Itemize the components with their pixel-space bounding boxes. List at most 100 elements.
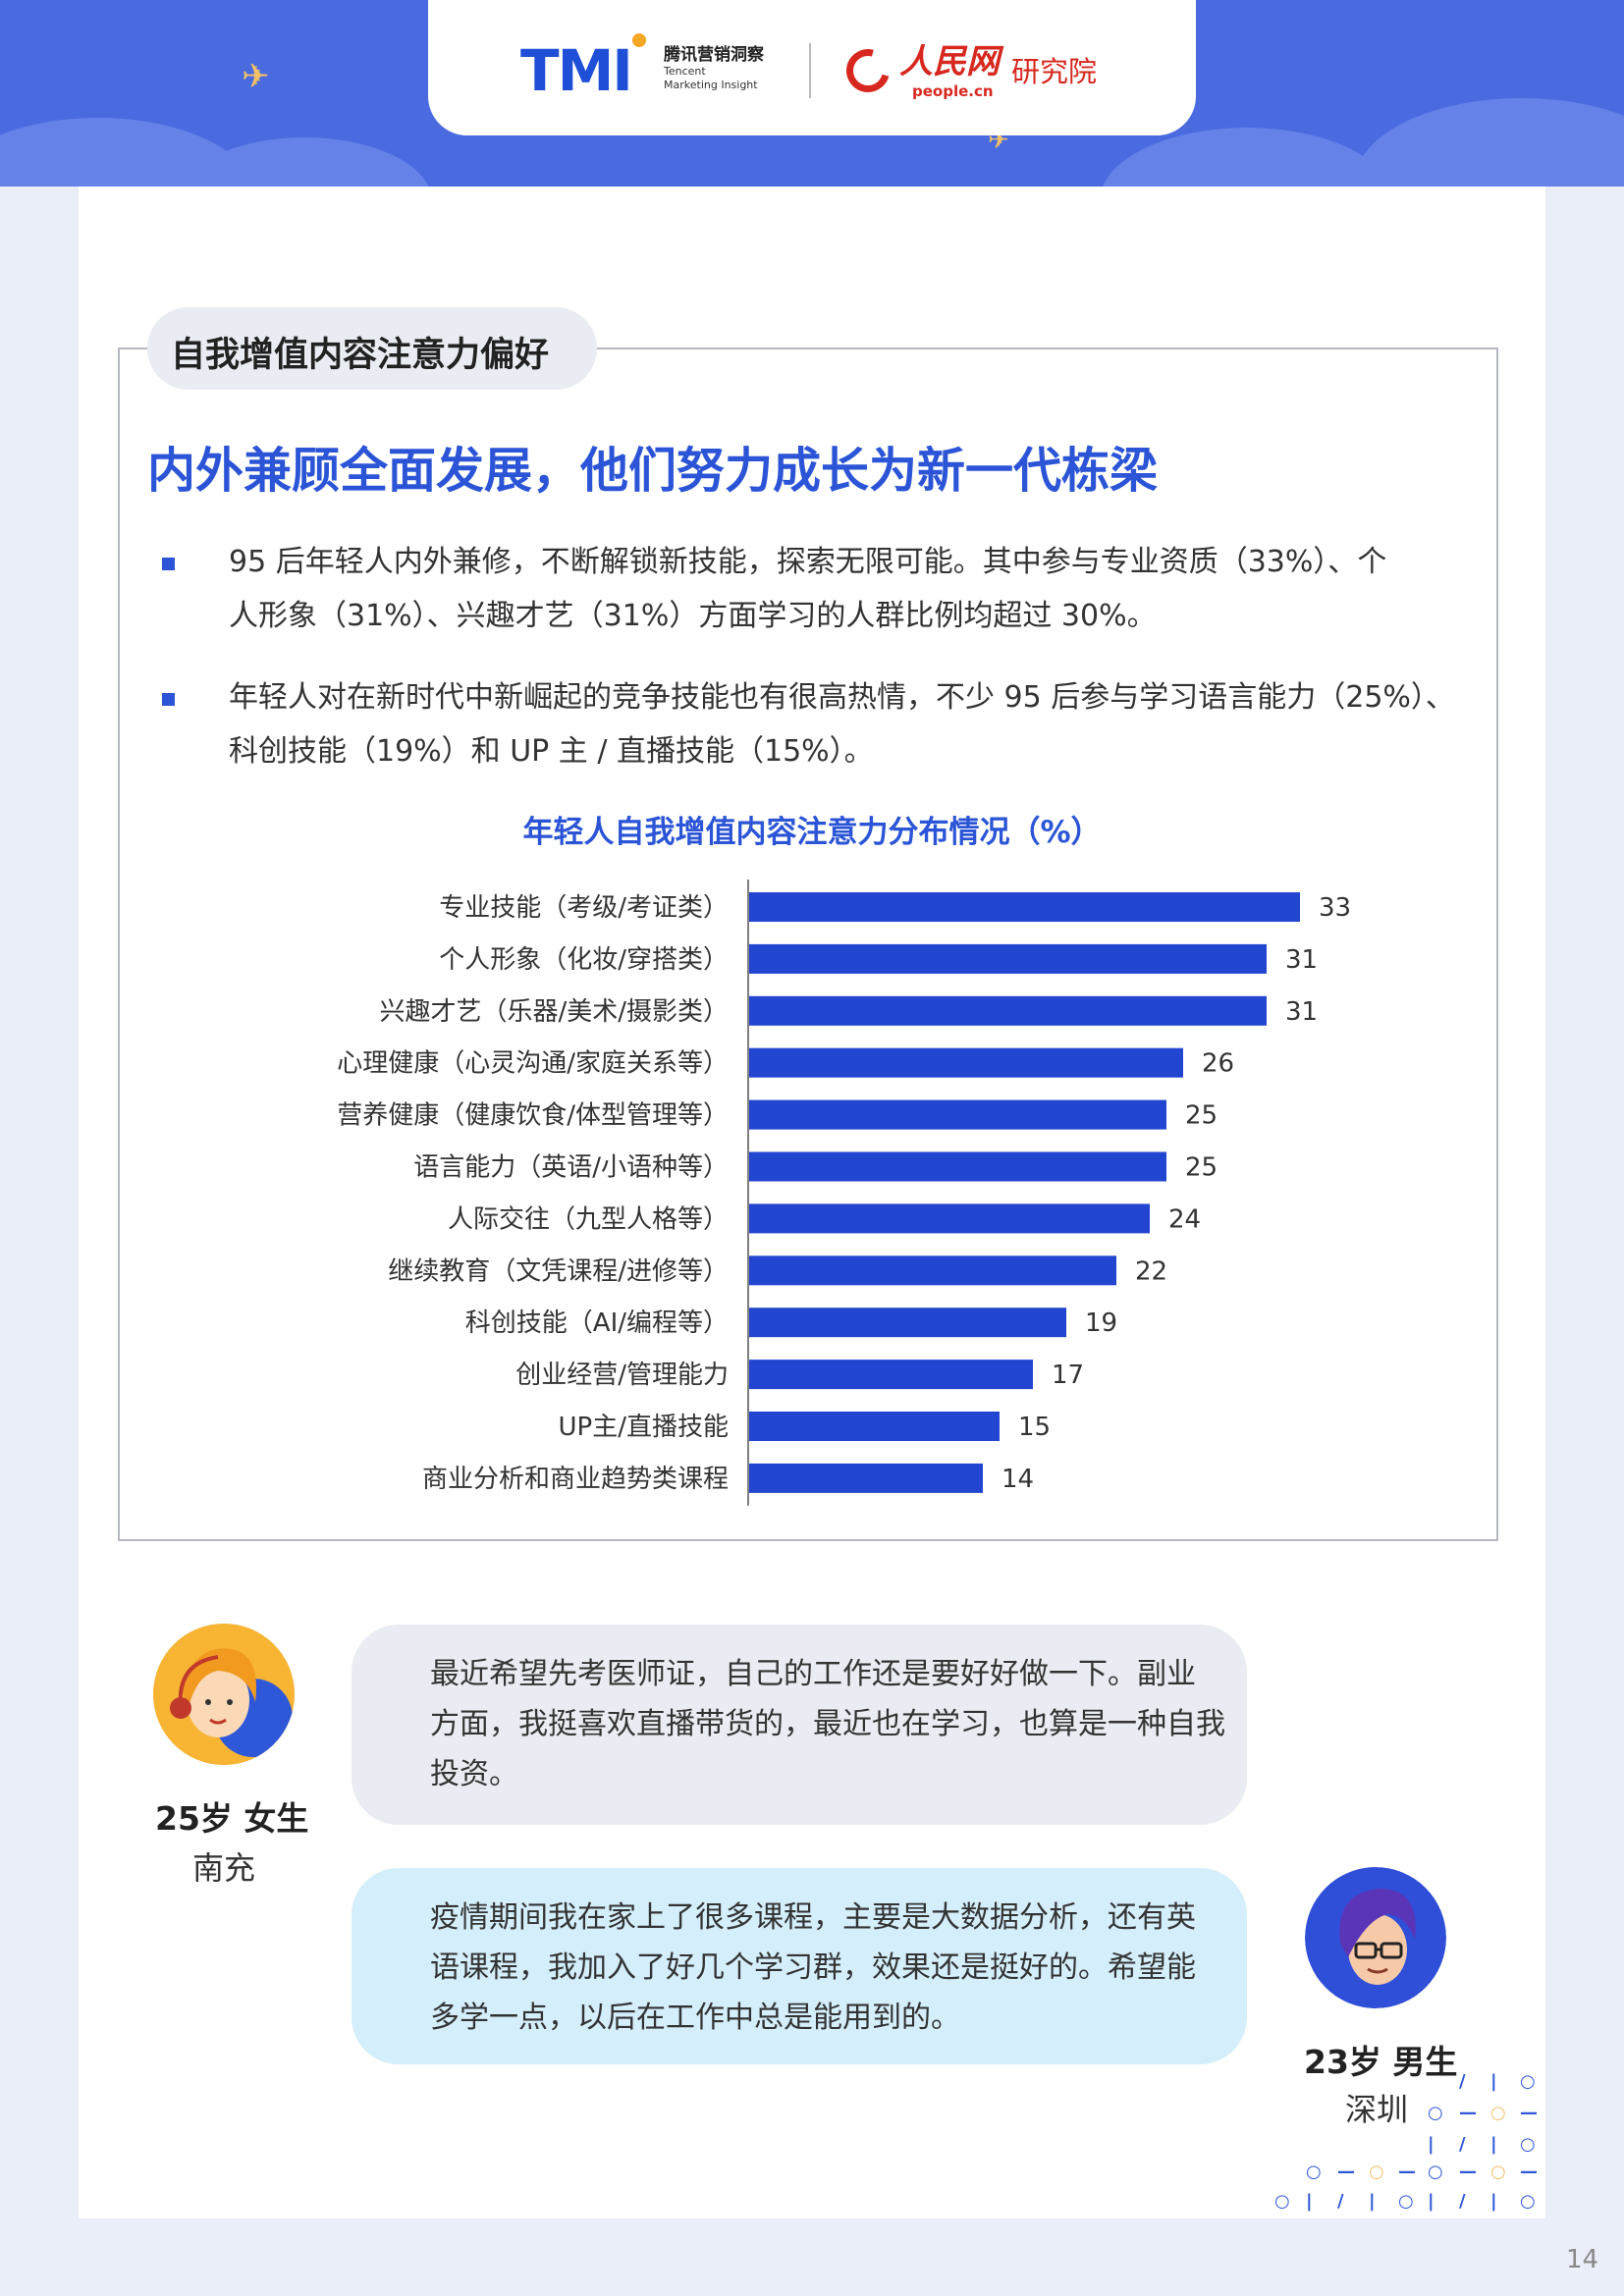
people-logo-en: people.cn (912, 82, 994, 100)
data-label: 15 (1018, 1413, 1051, 1442)
tmi-name-en-1: Tencent (664, 65, 706, 79)
bar (749, 943, 1267, 974)
pattern-mark: | (1306, 2191, 1313, 2212)
quote-2-city: 深圳 (1345, 2091, 1409, 2128)
category-label: 心理健康（心灵沟通/家庭关系等） (337, 1049, 729, 1079)
tmi-logo: TMI (520, 37, 633, 104)
tmi-name-cn: 腾讯营销洞察 (664, 45, 764, 65)
pattern-mark: — (1459, 2162, 1477, 2182)
logo-divider (809, 43, 811, 98)
data-label: 31 (1285, 945, 1318, 975)
pattern-mark: ○ (1428, 2103, 1443, 2123)
section-headline: 内外兼顾全面发展，他们努力成长为新一代栋梁 (147, 443, 1159, 499)
bar (749, 1412, 1000, 1441)
quote-1-line-2: 方面，我挺喜欢直播带货的，最近也在学习，也算是一种自我 (430, 1707, 1225, 1741)
data-label: 19 (1085, 1308, 1117, 1338)
pattern-mark: | (1490, 2071, 1497, 2092)
section-tag-label: 自我增值内容注意力偏好 (171, 336, 550, 375)
chart-title: 年轻人自我增值内容注意力分布情况（%） (522, 815, 1102, 850)
tmi-logo-text: 腾讯营销洞察 Tencent Marketing Insight (664, 45, 764, 91)
category-label: 语言能力（英语/小语种等） (413, 1153, 729, 1183)
quote-1-city: 南充 (192, 1849, 256, 1887)
data-label: 25 (1185, 1153, 1218, 1183)
pattern-mark: | (1428, 2134, 1435, 2155)
data-label: 14 (1001, 1465, 1034, 1494)
tmi-logo-dot (632, 33, 646, 47)
people-logo-institute: 研究院 (1011, 55, 1098, 88)
avatar-male (1305, 1867, 1446, 2008)
data-label: 24 (1168, 1204, 1201, 1234)
bullet-paragraph-1: 95 后年轻人内外兼修，不断解锁新技能，探索无限可能。其中参与专业资质（33%）… (229, 535, 1490, 643)
quote-2-name: 23岁 男生 (1304, 2043, 1458, 2081)
pattern-mark: ○ (1398, 2191, 1414, 2212)
data-label: 33 (1319, 893, 1351, 923)
pattern-mark: ○ (1369, 2162, 1384, 2182)
pattern-mark: — (1520, 2162, 1538, 2182)
pattern-mark: / (1337, 2191, 1344, 2212)
female-avatar-icon (153, 1624, 295, 1765)
page-number: 14 (1566, 2245, 1599, 2274)
quote-2-text: 疫情期间我在家上了很多课程，主要是大数据分析，还有英 语课程，我加入了好几个学习… (430, 1893, 1196, 2043)
quote-1-text: 最近希望先考医师证，自己的工作还是要好好做一下。副业 方面，我挺喜欢直播带货的，… (430, 1649, 1225, 1799)
bar (749, 1463, 983, 1493)
avatar-female (153, 1624, 295, 1765)
pattern-mark: / (1459, 2134, 1466, 2155)
tmi-name-en-2: Marketing Insight (664, 78, 758, 91)
bar (749, 1203, 1150, 1234)
category-label: 兴趣才艺（乐器/美术/摄影类） (379, 997, 729, 1027)
quote-bubble-2: 疫情期间我在家上了很多课程，主要是大数据分析，还有英 语课程，我加入了好几个学习… (352, 1868, 1247, 2064)
bullet-paragraph-2: 年轻人对在新时代中新崛起的竞争技能也有很高热情，不少 95 后参与学习语言能力（… (229, 670, 1490, 778)
pattern-mark: ○ (1520, 2191, 1536, 2212)
category-label: 专业技能（考级/考证类） (439, 893, 729, 923)
pattern-mark: | (1490, 2134, 1497, 2155)
data-label: 31 (1285, 997, 1318, 1027)
bullet-marker (162, 558, 175, 570)
bar (749, 1151, 1166, 1182)
pattern-mark: — (1398, 2162, 1416, 2182)
bar (749, 892, 1300, 922)
pattern-mark: — (1520, 2103, 1538, 2123)
quote-1-line-1: 最近希望先考医师证，自己的工作还是要好好做一下。副业 (430, 1657, 1196, 1691)
people-logo-cn: 人民网 (899, 42, 1000, 81)
bird-icon: ✈ (242, 57, 270, 96)
quote-1-name: 25岁 女生 (155, 1799, 309, 1838)
category-label: 继续教育（文凭课程/进修等） (388, 1256, 729, 1286)
pattern-mark: ○ (1520, 2071, 1536, 2092)
pattern-mark: ○ (1490, 2103, 1506, 2123)
pattern-mark: ○ (1306, 2162, 1322, 2182)
pattern-mark: | (1490, 2191, 1497, 2212)
pattern-mark: | (1428, 2191, 1435, 2212)
category-label: 营养健康（健康饮食/体型管理等） (337, 1101, 729, 1131)
pattern-mark: — (1459, 2103, 1477, 2123)
bar (749, 1047, 1183, 1078)
male-avatar-icon (1305, 1867, 1446, 2008)
pattern-mark: ○ (1520, 2134, 1536, 2155)
bullet-1-line-1: 95 后年轻人内外兼修，不断解锁新技能，探索无限可能。其中参与专业资质（33%）… (229, 545, 1387, 579)
quote-2-line-1: 疫情期间我在家上了很多课程，主要是大数据分析，还有英 (430, 1900, 1196, 1935)
pattern-mark: ○ (1490, 2162, 1506, 2182)
data-label: 25 (1185, 1101, 1218, 1131)
quote-2-line-2: 语课程，我加入了好几个学习群，效果还是挺好的。希望能 (430, 1950, 1196, 1985)
quote-2-line-3: 多学一点，以后在工作中总是能用到的。 (430, 2001, 960, 2035)
category-label: 科创技能（AI/编程等） (465, 1308, 729, 1338)
category-label: UP主/直播技能 (559, 1413, 729, 1442)
quote-1-line-3: 投资。 (430, 1757, 518, 1791)
page-header: ✈ ✈ TMI 腾讯营销洞察 Tencent Marketing Insight… (0, 0, 1624, 187)
bullet-1-line-2: 人形象（31%）、兴趣才艺（31%）方面学习的人群比例均超过 30%。 (229, 599, 1157, 633)
category-label: 创业经营/管理能力 (515, 1361, 729, 1390)
section-tag: 自我增值内容注意力偏好 (147, 307, 597, 390)
data-label: 22 (1135, 1256, 1167, 1286)
pattern-mark: / (1459, 2071, 1466, 2092)
bullet-2-line-2: 科创技能（19%）和 UP 主 / 直播技能（15%）。 (229, 734, 874, 769)
pattern-mark: — (1337, 2162, 1355, 2182)
bullet-2-line-1: 年轻人对在新时代中新崛起的竞争技能也有很高热情，不少 95 后参与学习语言能力（… (229, 680, 1455, 715)
pattern-mark: ○ (1428, 2162, 1443, 2182)
category-label: 商业分析和商业趋势类课程 (422, 1465, 729, 1494)
pattern-mark: / (1459, 2191, 1466, 2212)
pattern-mark: ○ (1274, 2191, 1290, 2212)
bar (749, 1255, 1116, 1286)
bar (749, 995, 1267, 1026)
section-box (118, 347, 1498, 1541)
data-label: 17 (1052, 1361, 1084, 1390)
